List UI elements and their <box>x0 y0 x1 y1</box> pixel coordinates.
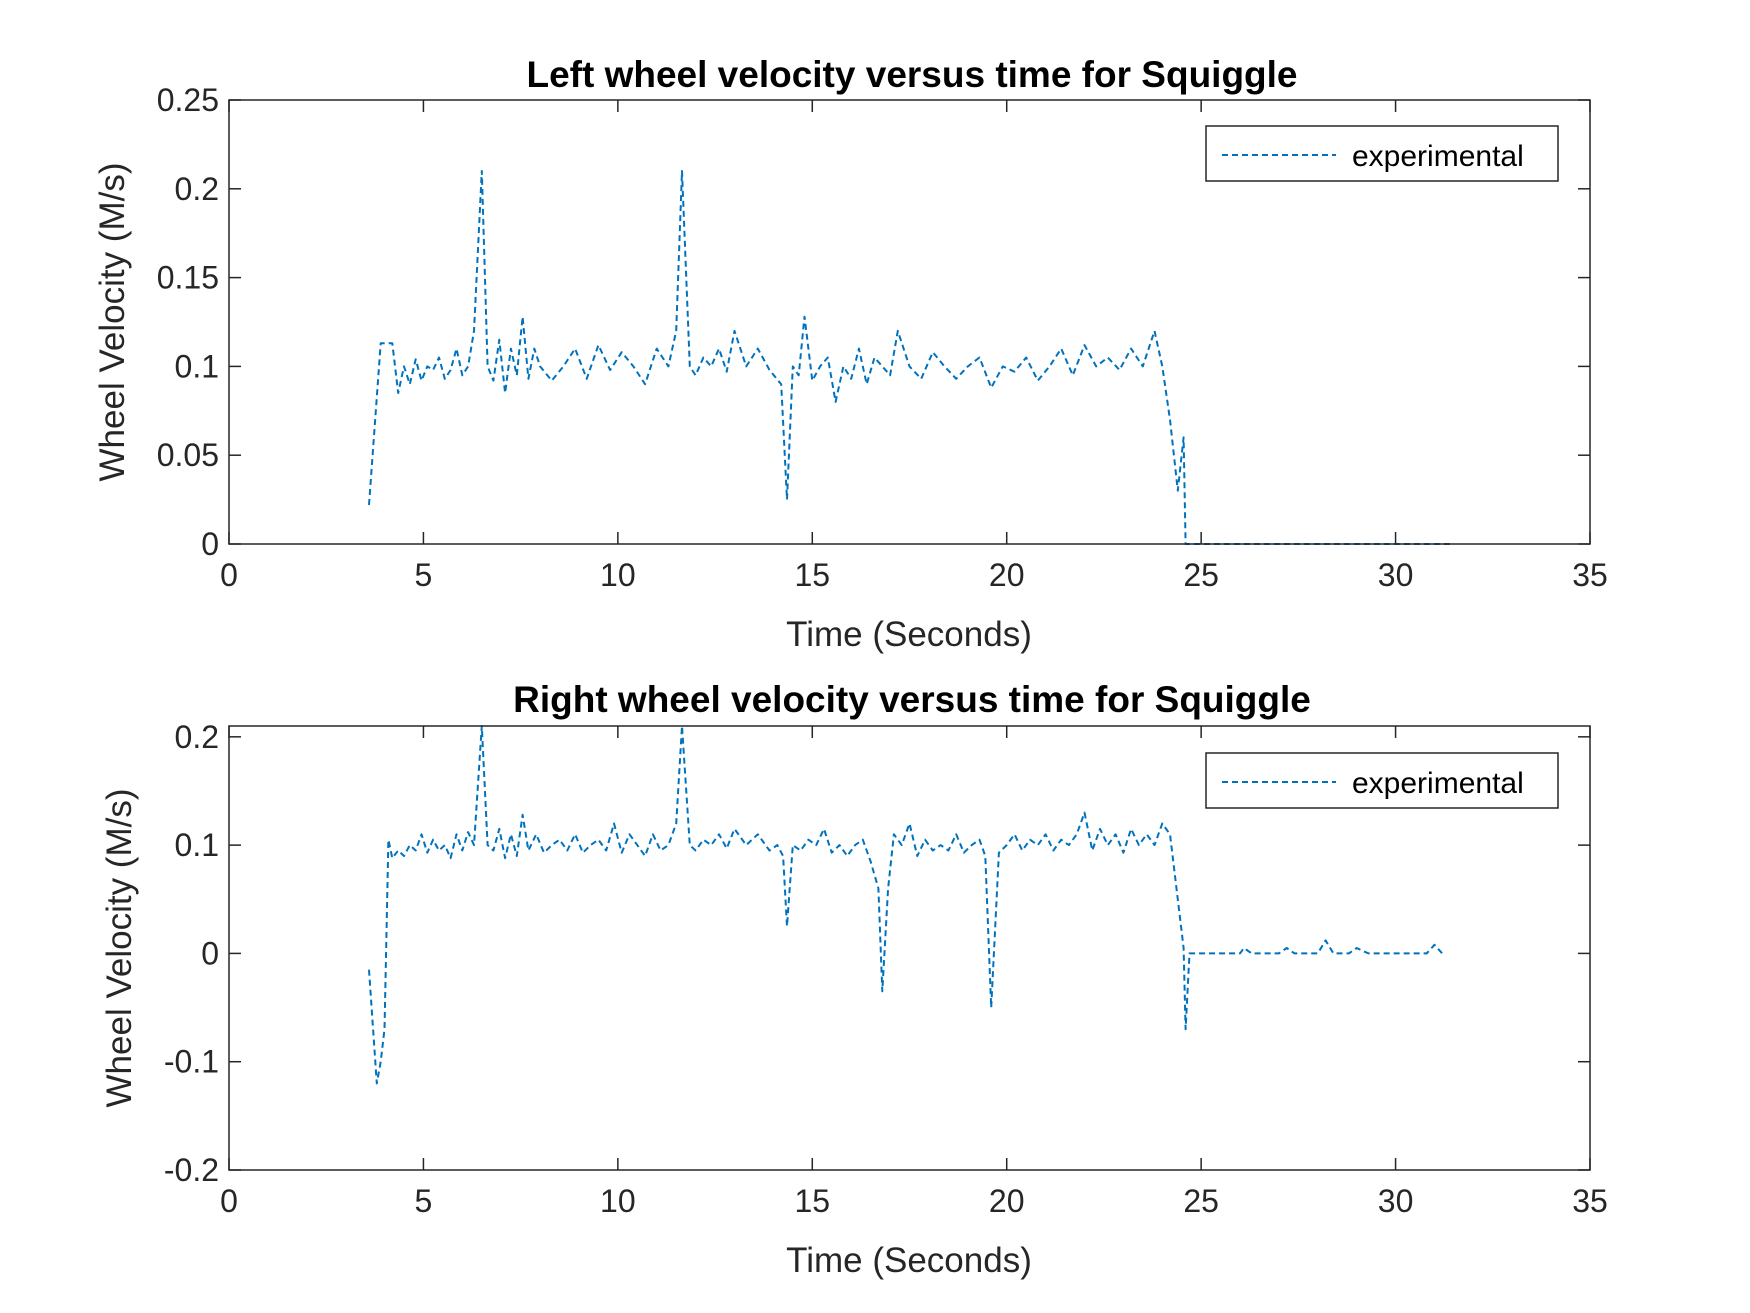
y-tick-label: 0.2 <box>175 171 219 207</box>
legend-box <box>1205 752 1559 809</box>
x-tick-label: 0 <box>220 1183 238 1219</box>
x-tick-label: 15 <box>794 1183 830 1219</box>
series-line-0 <box>368 170 1450 545</box>
legend: experimental <box>1205 752 1559 809</box>
tick-labels: 0 5 10 15 20 25 30 35 0 0.05 0.1 0.15 0.2 0.25 <box>157 82 1608 593</box>
x-tick-label: 30 <box>1378 557 1414 593</box>
axes-box <box>228 725 1591 1171</box>
y-tick-label: 0 <box>201 526 219 562</box>
x-tick-label: 25 <box>1183 557 1219 593</box>
x-tick-label: 35 <box>1572 1183 1608 1219</box>
tick-marks <box>228 726 1591 1171</box>
tick-labels: 0 5 10 15 20 25 30 35 -0.2 -0.1 0 0.1 0.2 <box>164 719 1608 1219</box>
plot-lines <box>368 170 1450 545</box>
chart-title: Left wheel velocity versus time for Squi… <box>526 54 1297 95</box>
series-line-0 <box>368 725 1443 1085</box>
y-tick-label: 0.1 <box>175 348 219 384</box>
axes-box <box>228 99 1591 545</box>
tick-marks <box>228 99 1591 545</box>
y-axis-label: Wheel Velocity (M/s) <box>100 789 139 1108</box>
y-tick-label: -0.1 <box>164 1044 219 1080</box>
y-axis-label: Wheel Velocity (M/s) <box>93 163 132 482</box>
x-tick-label: 5 <box>415 1183 433 1219</box>
x-tick-label: 5 <box>415 557 433 593</box>
legend-label: experimental <box>1352 767 1524 800</box>
x-tick-label: 0 <box>220 557 238 593</box>
x-tick-label: 10 <box>600 1183 636 1219</box>
x-tick-label: 25 <box>1183 1183 1219 1219</box>
y-tick-label: 0.05 <box>157 437 219 473</box>
y-tick-label: 0.15 <box>157 260 219 296</box>
y-tick-label: 0.1 <box>175 827 219 863</box>
x-tick-label: 20 <box>989 557 1025 593</box>
x-axis-label: Time (Seconds) <box>786 1241 1032 1280</box>
legend: experimental <box>1205 125 1559 182</box>
x-tick-label: 30 <box>1378 1183 1414 1219</box>
x-axis-label: Time (Seconds) <box>786 615 1032 654</box>
right-wheel-chart: Right wheel velocity versus time for Squ… <box>100 679 1608 1280</box>
y-tick-label: 0.25 <box>157 82 219 118</box>
left-wheel-chart: Left wheel velocity versus time for Squi… <box>93 54 1608 654</box>
legend-box <box>1205 125 1559 182</box>
x-tick-label: 20 <box>989 1183 1025 1219</box>
y-tick-label: -0.2 <box>164 1152 219 1188</box>
x-tick-label: 35 <box>1572 557 1608 593</box>
x-tick-label: 10 <box>600 557 636 593</box>
plot-lines <box>368 725 1443 1085</box>
chart-title: Right wheel velocity versus time for Squ… <box>513 679 1311 720</box>
y-tick-label: 0.2 <box>175 719 219 755</box>
y-tick-label: 0 <box>201 935 219 971</box>
legend-label: experimental <box>1352 140 1524 173</box>
x-tick-label: 15 <box>794 557 830 593</box>
